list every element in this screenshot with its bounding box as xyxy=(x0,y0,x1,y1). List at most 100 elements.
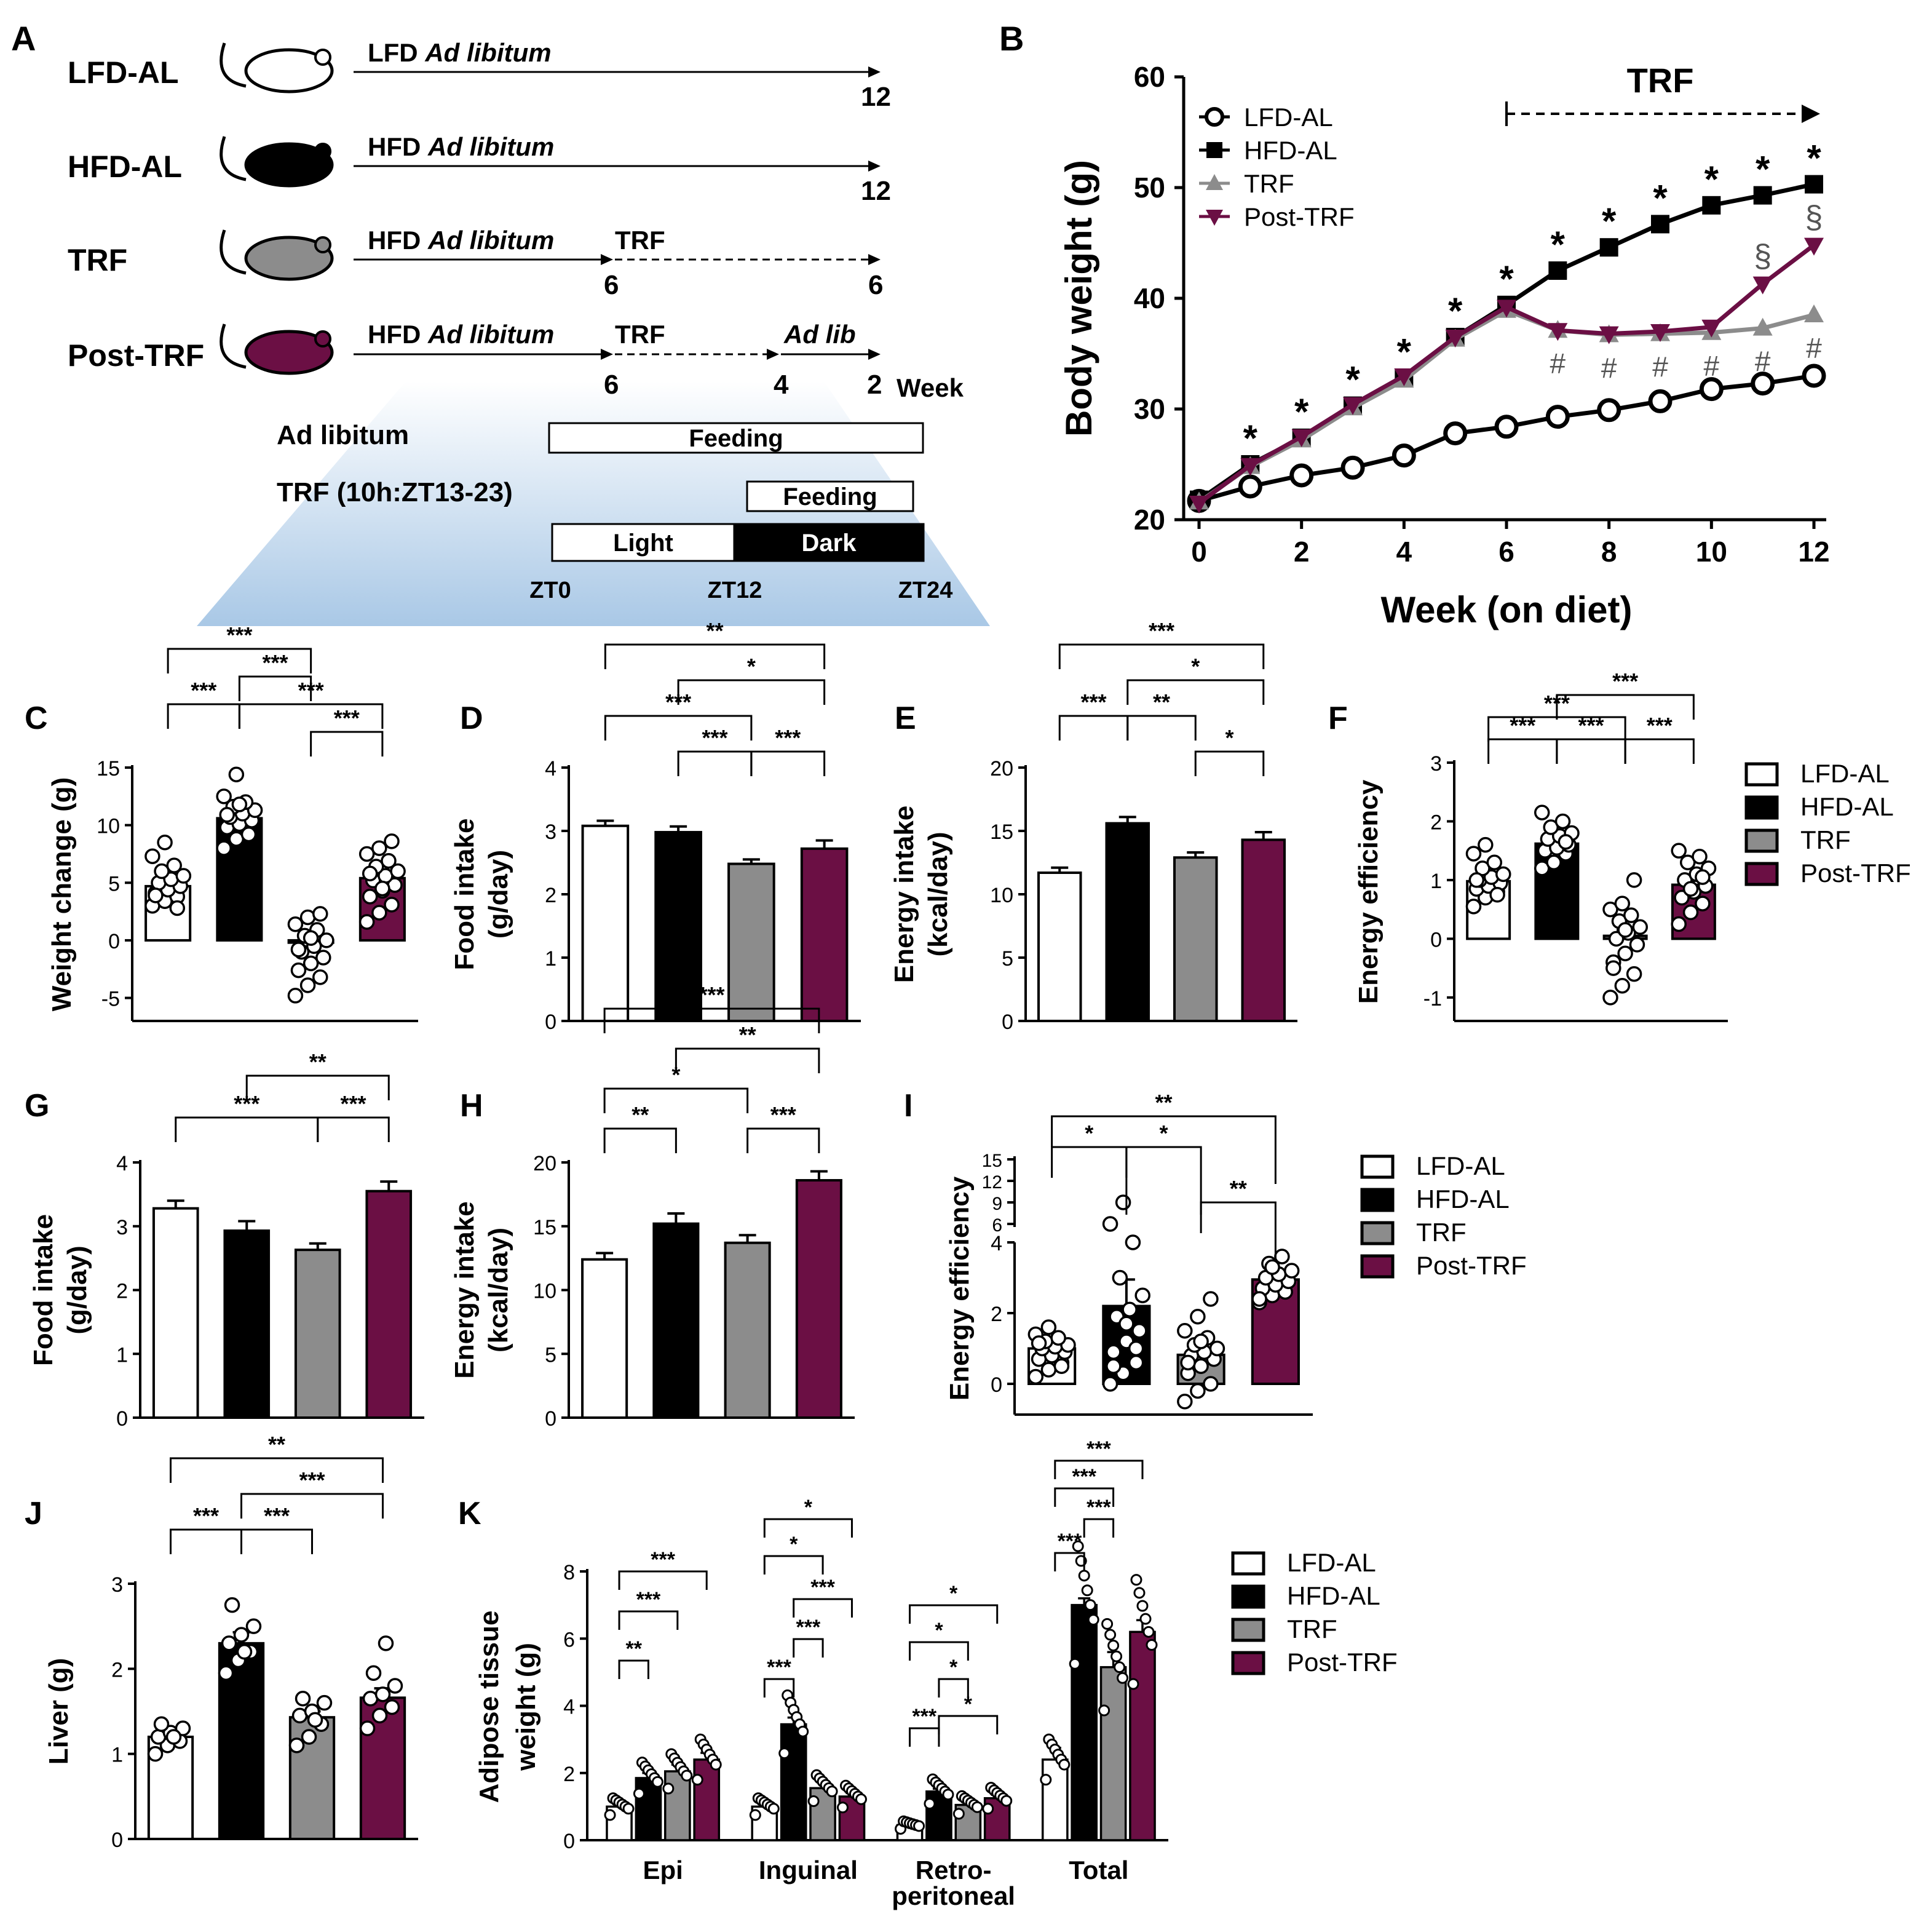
data-point xyxy=(359,1720,376,1736)
data-point-post-trf xyxy=(1343,397,1363,415)
sig-label: * xyxy=(949,1582,958,1605)
sig-section: § xyxy=(1805,200,1823,236)
data-point xyxy=(154,863,170,880)
group-label: Total xyxy=(1069,1856,1128,1884)
legend-label: TRF xyxy=(1287,1614,1337,1643)
data-point xyxy=(1617,945,1633,961)
sig-bracket xyxy=(604,715,753,741)
data-point xyxy=(1139,1613,1152,1625)
data-point xyxy=(1614,895,1631,911)
legend-label: Post-TRF xyxy=(1416,1251,1527,1280)
legend-swatch xyxy=(1360,1188,1395,1212)
tick-zt0: ZT0 xyxy=(529,578,571,603)
legend-marker xyxy=(1205,107,1224,127)
sig-hash: # xyxy=(1704,350,1720,382)
legend-label: Post-TRF xyxy=(1800,859,1911,888)
mouse-icon-post xyxy=(220,324,334,375)
data-point-hfd-al xyxy=(1651,215,1669,234)
panel-c-chart: C -5 0 5 10 15 Weight change (g) *** *** *** *** *… xyxy=(25,622,418,1022)
bar-lfd-al xyxy=(152,1207,199,1419)
data-point xyxy=(797,1725,809,1737)
data-point xyxy=(807,1795,820,1807)
legend-swatch xyxy=(1231,1551,1265,1576)
data-point-post-trf xyxy=(1548,323,1568,341)
sig-bracket xyxy=(763,1678,795,1698)
data-point xyxy=(1495,866,1511,883)
data-point xyxy=(1534,804,1550,820)
tick-lfd-12: 12 xyxy=(861,82,891,112)
data-point xyxy=(240,826,257,843)
data-point-lfd-al xyxy=(1443,421,1468,446)
data-point xyxy=(378,1635,394,1651)
legend-swatch xyxy=(1231,1651,1265,1675)
sig-bracket xyxy=(1200,1201,1277,1260)
data-point xyxy=(216,840,232,856)
tick-trf-6b: 6 xyxy=(868,270,883,300)
y-tick-label: 5 xyxy=(1002,947,1013,971)
tick-hfd-12: 12 xyxy=(861,176,891,206)
sig-hash: # xyxy=(1601,352,1617,384)
data-point-post-trf xyxy=(1752,276,1773,295)
data-point xyxy=(971,1801,983,1813)
panel-b-chart: B 20 30 40 50 60 0 2 4 6 8 10 12 Week (on diet) Body … xyxy=(999,19,1830,630)
y-tick-label: 20 xyxy=(533,1152,556,1175)
data-point xyxy=(288,1737,305,1753)
panel-letter-d: D xyxy=(460,701,483,736)
data-point xyxy=(1130,1574,1142,1586)
arrowhead-icon xyxy=(868,161,881,172)
data-point xyxy=(147,1745,164,1762)
data-point xyxy=(1671,843,1687,859)
data-point-post-trf xyxy=(1599,326,1619,344)
data-point-post-trf xyxy=(1804,237,1824,256)
arrowhead-icon xyxy=(601,349,613,360)
data-point xyxy=(749,1809,761,1821)
data-point-post-trf xyxy=(1291,429,1312,447)
bar-lfd-al xyxy=(581,1258,628,1419)
data-point xyxy=(1040,1319,1057,1335)
y-tick-label: 4 xyxy=(545,757,556,780)
sig-label: *** xyxy=(1080,689,1106,715)
data-point xyxy=(1102,1216,1118,1232)
sig-label: *** xyxy=(1149,618,1174,643)
y-tick-label: 2 xyxy=(545,884,556,907)
data-point xyxy=(221,1635,237,1651)
sig-star: * xyxy=(1756,149,1770,190)
data-point xyxy=(1081,1584,1093,1597)
bar-hfd-al xyxy=(652,1222,700,1419)
y-tick-label: 2 xyxy=(1430,811,1442,834)
feeding-bar-trf xyxy=(746,480,914,512)
legend-label: LFD-AL xyxy=(1244,103,1333,132)
legend-marker xyxy=(1206,174,1223,190)
data-point xyxy=(175,868,192,884)
legend-label: HFD-AL xyxy=(1244,136,1337,165)
sig-label: *** xyxy=(1647,713,1673,738)
tick-zt12: ZT12 xyxy=(708,578,762,603)
sig-label: *** xyxy=(1612,669,1638,694)
y-axis-title: Energy intake xyxy=(449,1201,480,1379)
x-tick-label: 0 xyxy=(1191,536,1207,568)
sig-star: * xyxy=(1807,138,1821,179)
data-point xyxy=(1098,1704,1111,1717)
sig-bracket xyxy=(167,703,240,729)
data-point xyxy=(374,880,390,897)
sig-hash: # xyxy=(1755,346,1771,378)
arrowhead-icon xyxy=(767,349,779,360)
data-point xyxy=(228,766,245,782)
data-point xyxy=(1142,1626,1155,1638)
legend-swatch xyxy=(1231,1618,1265,1642)
y-axis-unit: (kcal/day) xyxy=(483,1228,513,1352)
sig-bracket xyxy=(240,1528,313,1554)
sig-bracket xyxy=(1054,1487,1115,1507)
data-point xyxy=(1180,1354,1196,1371)
legend-label: HFD-AL xyxy=(1287,1581,1380,1610)
data-point xyxy=(662,1782,675,1795)
sig-label: * xyxy=(935,1619,943,1642)
y-tick-label: 5 xyxy=(545,1343,556,1367)
data-point xyxy=(374,1686,391,1702)
data-point-lfd-al xyxy=(1238,474,1262,499)
y-tick-label: 6 xyxy=(563,1628,575,1651)
feeding-bar-adlib-label: Feeding xyxy=(689,425,783,452)
sig-star: * xyxy=(1499,258,1514,300)
data-point xyxy=(604,1809,616,1821)
